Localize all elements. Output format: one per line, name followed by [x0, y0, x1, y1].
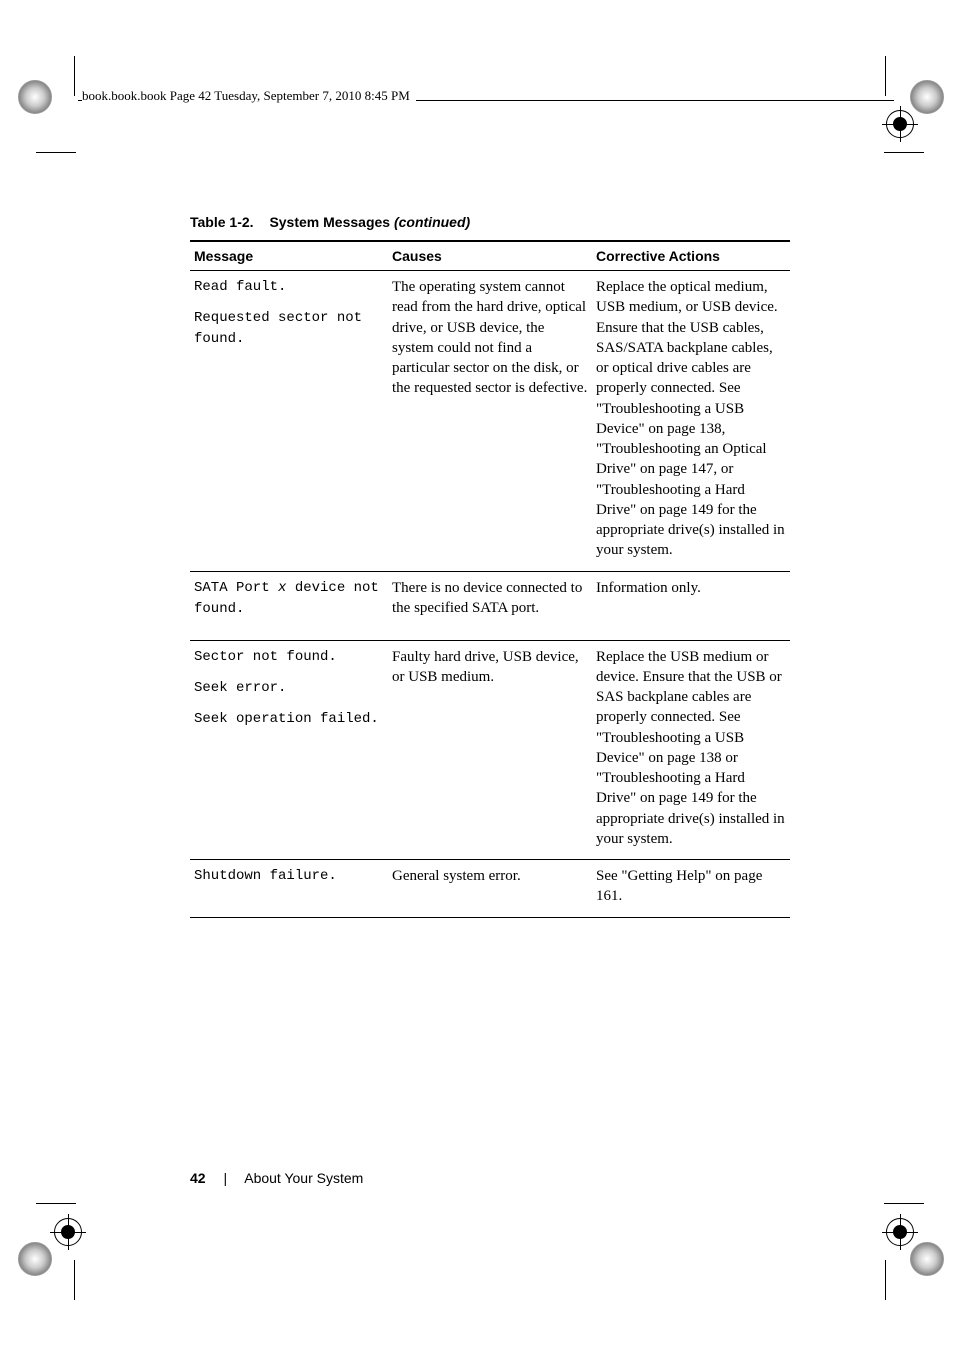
crop-mark: [885, 1260, 886, 1300]
cell-message: SATA Port x device not found.: [190, 571, 388, 640]
registration-mark-tr: [886, 110, 914, 138]
cell-causes: General system error.: [388, 860, 592, 918]
cell-message: Read fault.Requested sector not found.: [190, 271, 388, 572]
crop-mark: [885, 56, 886, 96]
corner-ornament-br: [910, 1242, 944, 1276]
crop-mark: [884, 1203, 924, 1204]
crop-mark: [74, 56, 75, 96]
corner-ornament-bl: [18, 1242, 52, 1276]
system-messages-table: Message Causes Corrective Actions Read f…: [190, 240, 790, 918]
footer-section: About Your System: [244, 1170, 363, 1186]
registration-mark-bl: [54, 1218, 82, 1246]
table-title: System Messages (continued): [269, 214, 470, 230]
footer-separator: |: [223, 1170, 227, 1186]
crop-mark: [74, 1260, 75, 1300]
corner-ornament-tl: [18, 80, 52, 114]
registration-mark-br: [886, 1218, 914, 1246]
table-row: Sector not found.Seek error.Seek operati…: [190, 640, 790, 860]
table-row: Read fault.Requested sector not found.Th…: [190, 271, 790, 572]
table-caption: Table 1-2. System Messages (continued): [190, 214, 790, 230]
cell-causes: There is no device connected to the spec…: [388, 571, 592, 640]
corner-ornament-tr: [910, 80, 944, 114]
cell-actions: See "Getting Help" on page 161.: [592, 860, 790, 918]
cell-message: Sector not found.Seek error.Seek operati…: [190, 640, 388, 860]
col-message: Message: [190, 241, 388, 271]
cell-causes: The operating system cannot read from th…: [388, 271, 592, 572]
cell-actions: Replace the optical medium, USB medium, …: [592, 271, 790, 572]
cell-actions: Information only.: [592, 571, 790, 640]
crop-mark: [884, 152, 924, 153]
table-header-row: Message Causes Corrective Actions: [190, 241, 790, 271]
table-number: Table 1-2.: [190, 214, 254, 230]
cell-message: Shutdown failure.: [190, 860, 388, 918]
table-row: Shutdown failure.General system error.Se…: [190, 860, 790, 918]
cell-actions: Replace the USB medium or device. Ensure…: [592, 640, 790, 860]
crop-header-text: book.book.book Page 42 Tuesday, Septembe…: [82, 88, 416, 104]
page-content: Table 1-2. System Messages (continued) M…: [190, 214, 790, 918]
page-footer: 42 | About Your System: [190, 1170, 363, 1186]
col-causes: Causes: [388, 241, 592, 271]
table-row: SATA Port x device not found.There is no…: [190, 571, 790, 640]
crop-mark: [36, 152, 76, 153]
cell-causes: Faulty hard drive, USB device, or USB me…: [388, 640, 592, 860]
crop-mark: [36, 1203, 76, 1204]
col-actions: Corrective Actions: [592, 241, 790, 271]
page-number: 42: [190, 1170, 206, 1186]
